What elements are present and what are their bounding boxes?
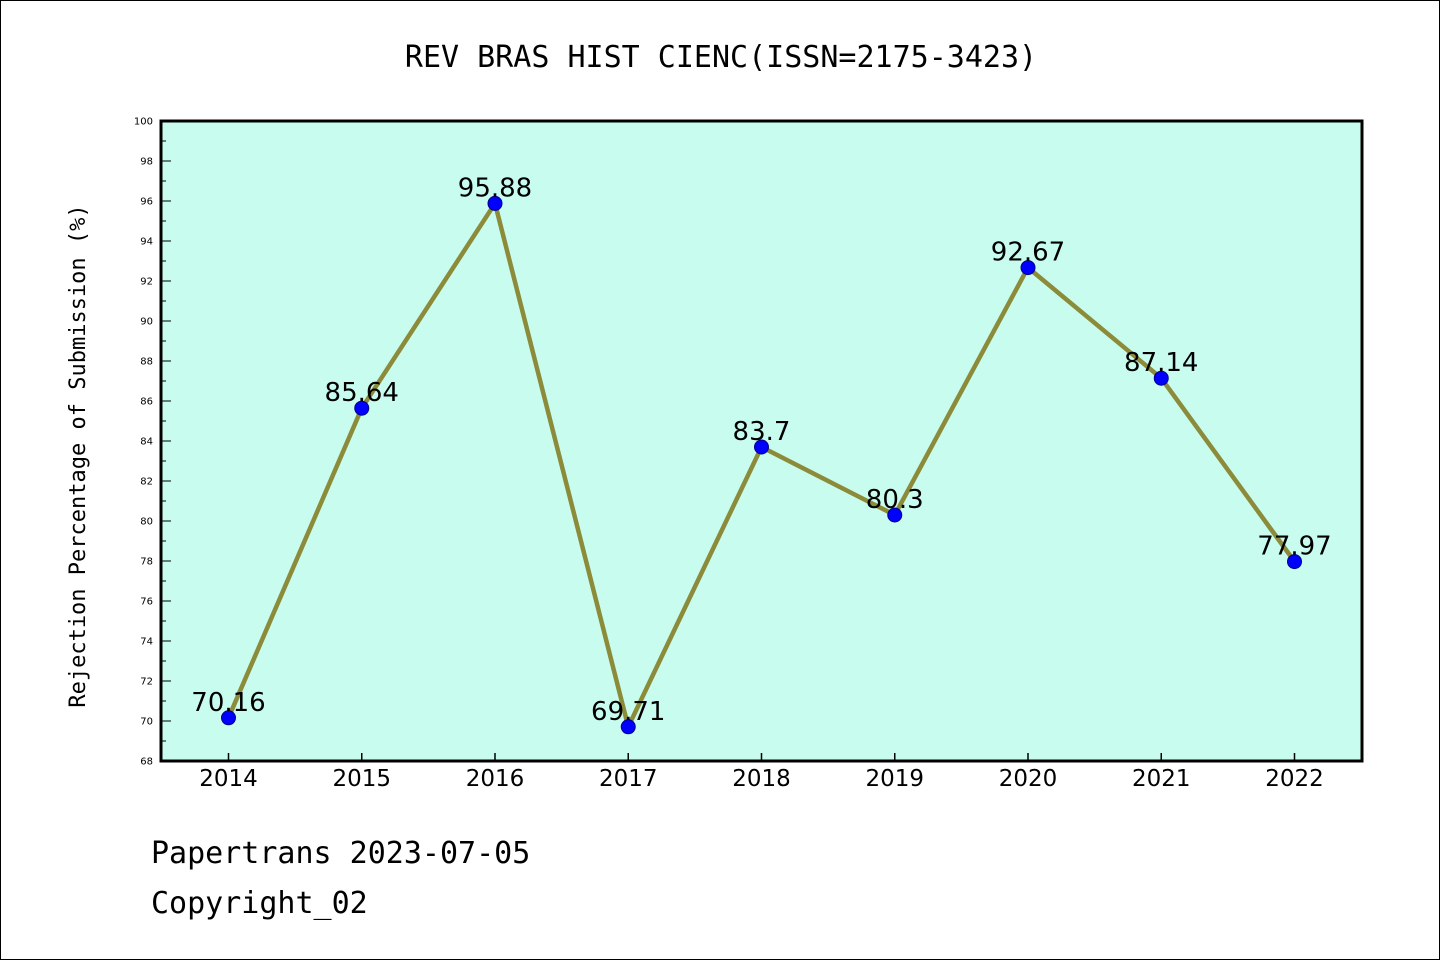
- y-tick-label: 74: [140, 637, 153, 648]
- y-axis: 68 70 72 74 76 78 80 82 84 86 88 90 92 94 96 98 100: [134, 117, 171, 768]
- x-tick-label: 2020: [999, 766, 1058, 792]
- y-tick-label: 96: [140, 197, 153, 208]
- x-tick-label: 2015: [332, 766, 391, 792]
- data-label-group: 70.16 85.64 95.88 69.71 83.7 80.3 92.67 87.14 77…: [191, 173, 1331, 726]
- footer-credit: Papertrans 2023-07-05: [151, 836, 531, 871]
- y-tick-label: 98: [140, 157, 153, 168]
- data-point-marker: [1153, 370, 1169, 386]
- data-label: 69.71: [591, 697, 665, 727]
- y-tick-label: 72: [140, 677, 153, 688]
- data-label: 77.97: [1257, 532, 1331, 562]
- x-tick-label: 2018: [732, 766, 791, 792]
- x-tick-label: 2014: [199, 766, 258, 792]
- data-point-marker: [620, 719, 636, 735]
- y-tick-label: 90: [140, 317, 153, 328]
- y-tick-label: 88: [140, 357, 153, 368]
- x-axis: 2014 2015 2016 2017 2018 2019 2020 2021 2022: [199, 753, 1324, 792]
- data-point-marker: [354, 400, 370, 416]
- data-point-marker: [1020, 260, 1036, 276]
- x-tick-label: 2019: [865, 766, 924, 792]
- data-label: 95.88: [458, 173, 532, 203]
- x-tick-label: 2022: [1265, 766, 1324, 792]
- data-label: 85.64: [325, 378, 399, 408]
- data-point-marker: [221, 710, 236, 726]
- x-tick-label: 2021: [1132, 766, 1191, 792]
- data-label: 70.16: [191, 688, 265, 718]
- y-tick-label: 100: [134, 117, 153, 128]
- y-tick-label: 80: [140, 517, 153, 528]
- x-tick-label: 2017: [599, 766, 658, 792]
- data-label: 92.67: [991, 238, 1065, 268]
- data-point-marker: [887, 507, 903, 523]
- data-label: 80.3: [866, 485, 924, 515]
- y-tick-label: 70: [140, 717, 153, 728]
- y-tick-label: 92: [140, 277, 153, 288]
- y-tick-label: 94: [140, 237, 153, 248]
- y-tick-label: 84: [140, 437, 153, 448]
- marker-group: [221, 195, 1302, 735]
- y-tick-label: 78: [140, 557, 153, 568]
- y-tick-label: 68: [140, 757, 153, 768]
- data-label: 87.14: [1124, 348, 1198, 378]
- x-tick-label: 2016: [466, 766, 525, 792]
- data-point-marker: [754, 439, 769, 455]
- y-tick-label: 86: [140, 397, 153, 408]
- y-axis-label: Rejection Percentage of Submission (%): [66, 204, 91, 707]
- data-label: 83.7: [733, 417, 791, 447]
- y-tick-label: 76: [140, 597, 153, 608]
- y-tick-label: 82: [140, 477, 153, 488]
- data-point-marker: [1287, 554, 1302, 570]
- footer-copyright: Copyright_02: [151, 886, 368, 921]
- chart-title: REV BRAS HIST CIENC(ISSN=2175-3423): [405, 40, 1037, 75]
- data-point-marker: [487, 195, 503, 211]
